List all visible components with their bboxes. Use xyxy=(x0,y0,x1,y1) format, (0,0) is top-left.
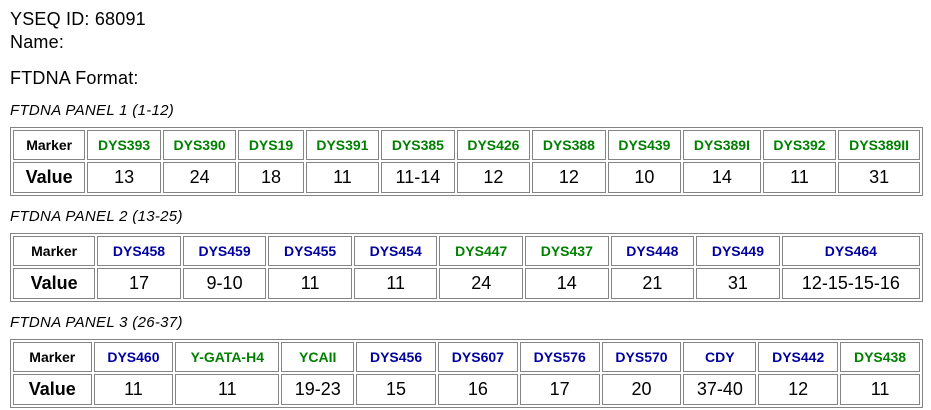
marker-name-cell: DYS570 xyxy=(601,342,682,372)
marker-value-cell: 18 xyxy=(238,162,304,193)
marker-name-cell: DYS458 xyxy=(97,236,181,266)
marker-name-cell: DYS388 xyxy=(532,130,606,160)
marker-name-cell: DYS391 xyxy=(305,130,380,160)
marker-row-label: Marker xyxy=(13,236,96,266)
value-row-label: Value xyxy=(13,268,96,299)
marker-value-cell: 31 xyxy=(838,162,920,193)
marker-value-cell: 11-14 xyxy=(381,162,455,193)
marker-name-cell: DYS389II xyxy=(838,130,920,160)
marker-value-cell: 11 xyxy=(175,374,280,405)
marker-value-cell: 20 xyxy=(601,374,682,405)
yseq-id-text: YSEQ ID: 68091 xyxy=(10,9,146,29)
marker-value-cell: 31 xyxy=(696,268,780,299)
marker-value-cell: 21 xyxy=(610,268,695,299)
marker-value-cell: 10 xyxy=(607,162,682,193)
value-row-label: Value xyxy=(13,374,92,405)
marker-value-cell: 11 xyxy=(762,162,837,193)
marker-name-cell: Y-GATA-H4 xyxy=(175,342,280,372)
marker-value-cell: 17 xyxy=(97,268,181,299)
marker-value-cell: 12 xyxy=(758,374,839,405)
marker-value-cell: 12 xyxy=(532,162,606,193)
value-row: Value 13 24 18 11 11-14 12 12 10 14 11 31 xyxy=(13,162,920,193)
marker-name-cell: DYS426 xyxy=(456,130,531,160)
marker-name-cell: DYS392 xyxy=(762,130,837,160)
marker-table: Marker DYS458 DYS459 DYS455 DYS454 DYS447 DYS4… xyxy=(10,233,923,302)
marker-name-cell: DYS456 xyxy=(356,342,436,372)
marker-name-cell: DYS576 xyxy=(519,342,600,372)
marker-value-cell: 11 xyxy=(93,374,174,405)
marker-value-cell: 11 xyxy=(268,268,352,299)
marker-value-cell: 16 xyxy=(437,374,518,405)
marker-value-cell: 12 xyxy=(456,162,531,193)
marker-row: Marker DYS458 DYS459 DYS455 DYS454 DYS447 DYS4… xyxy=(13,236,920,266)
marker-name-cell: DYS385 xyxy=(381,130,455,160)
marker-value-cell: 19-23 xyxy=(281,374,355,405)
marker-value-cell: 24 xyxy=(439,268,524,299)
marker-name-cell: DYS454 xyxy=(353,236,438,266)
marker-name-cell: DYS393 xyxy=(87,130,161,160)
marker-value-cell: 13 xyxy=(87,162,161,193)
value-row: Value 11 11 19-23 15 16 17 20 37-40 12 11 xyxy=(13,374,920,405)
marker-name-cell: DYS460 xyxy=(93,342,174,372)
marker-name-cell: YCAII xyxy=(281,342,355,372)
marker-name-cell: DYS439 xyxy=(607,130,682,160)
marker-name-cell: DYS19 xyxy=(238,130,304,160)
marker-value-cell: 37-40 xyxy=(683,374,757,405)
marker-name-cell: DYS459 xyxy=(182,236,267,266)
marker-value-cell: 9-10 xyxy=(182,268,267,299)
panel-title: FTDNA PANEL 2 (13-25) xyxy=(10,208,183,225)
marker-name-cell: DYS455 xyxy=(268,236,352,266)
marker-row: Marker DYS460 Y-GATA-H4 YCAII DYS456 DYS607 DY… xyxy=(13,342,920,372)
marker-name-cell: DYS607 xyxy=(437,342,518,372)
panel-title: FTDNA PANEL 1 (1-12) xyxy=(10,102,175,119)
marker-name-cell: DYS447 xyxy=(439,236,524,266)
marker-name-cell: DYS449 xyxy=(696,236,780,266)
marker-name-cell: DYS448 xyxy=(610,236,695,266)
marker-row: Marker DYS393 DYS390 DYS19 DYS391 DYS385 DYS42… xyxy=(13,130,920,160)
marker-value-cell: 14 xyxy=(525,268,609,299)
value-row-label: Value xyxy=(13,162,86,193)
marker-value-cell: 11 xyxy=(305,162,380,193)
marker-value-cell: 14 xyxy=(683,162,761,193)
ftdna-format-label: FTDNA Format: xyxy=(10,68,139,88)
marker-name-cell: CDY xyxy=(683,342,757,372)
marker-value-cell: 11 xyxy=(840,374,920,405)
marker-name-cell: DYS389I xyxy=(683,130,761,160)
marker-name-cell: DYS437 xyxy=(525,236,609,266)
marker-name-cell: DYS390 xyxy=(162,130,237,160)
marker-name-cell: DYS442 xyxy=(758,342,839,372)
marker-name-cell: DYS464 xyxy=(781,236,920,266)
marker-name-cell: DYS438 xyxy=(840,342,920,372)
name-label: Name: xyxy=(10,32,65,52)
marker-table: Marker DYS393 DYS390 DYS19 DYS391 DYS385 DYS42… xyxy=(10,127,923,196)
marker-value-cell: 17 xyxy=(519,374,600,405)
marker-value-cell: 24 xyxy=(162,162,237,193)
marker-value-cell: 11 xyxy=(353,268,438,299)
panels-container: FTDNA PANEL 1 (1-12) Marker DYS393 DYS390 DY… xyxy=(10,103,923,408)
marker-table: Marker DYS460 Y-GATA-H4 YCAII DYS456 DYS607 DY… xyxy=(10,339,923,408)
marker-row-label: Marker xyxy=(13,130,86,160)
panel-title: FTDNA PANEL 3 (26-37) xyxy=(10,314,183,331)
marker-value-cell: 15 xyxy=(356,374,436,405)
marker-value-cell: 12-15-15-16 xyxy=(781,268,920,299)
marker-row-label: Marker xyxy=(13,342,92,372)
value-row: Value 17 9-10 11 11 24 14 21 31 12-15-15-16 xyxy=(13,268,920,299)
